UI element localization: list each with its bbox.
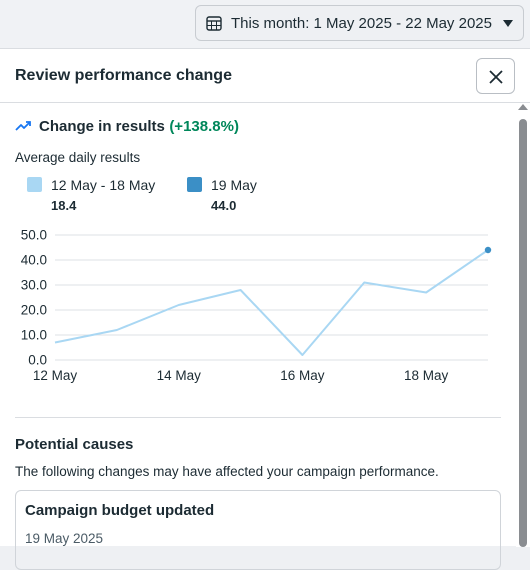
scrollbar-thumb[interactable] xyxy=(519,119,527,547)
panel-header: Review performance change xyxy=(0,49,530,103)
legend-label: 19 May xyxy=(211,177,257,193)
cause-date: 19 May 2025 xyxy=(25,531,104,546)
close-button[interactable] xyxy=(476,58,515,94)
change-title: Change in results xyxy=(39,117,165,135)
series-line xyxy=(54,249,489,356)
date-range-label: This month: 1 May 2025 - 22 May 2025 xyxy=(231,14,492,32)
date-range-button[interactable]: This month: 1 May 2025 - 22 May 2025 xyxy=(195,5,524,41)
panel-title: Review performance change xyxy=(15,67,232,84)
x-tick-label: 16 May xyxy=(280,368,325,383)
top-bar: This month: 1 May 2025 - 22 May 2025 xyxy=(0,0,530,48)
review-performance-panel: Review performance change Change in resu… xyxy=(0,48,530,570)
legend-label: 12 May - 18 May xyxy=(51,177,156,193)
x-tick-label: 14 May xyxy=(157,368,202,383)
y-tick-label: 0.0 xyxy=(28,353,47,368)
y-tick-label: 20.0 xyxy=(21,303,47,318)
legend-swatch xyxy=(187,177,202,192)
change-in-results: Change in results (+138.8%) xyxy=(15,117,239,135)
calendar-icon xyxy=(206,16,222,31)
trend-up-icon xyxy=(15,121,31,131)
legend-value: 44.0 xyxy=(211,198,237,213)
caret-down-icon xyxy=(503,19,513,27)
close-icon xyxy=(489,70,503,84)
highlighted-point xyxy=(484,246,492,254)
average-daily-label: Average daily results xyxy=(15,150,141,165)
y-tick-label: 10.0 xyxy=(21,328,47,343)
potential-causes-description: The following changes may have affected … xyxy=(15,464,439,479)
legend-swatch xyxy=(27,177,42,192)
scroll-up-arrow-icon[interactable] xyxy=(518,104,528,110)
change-percent: (+138.8%) xyxy=(169,117,239,135)
section-divider xyxy=(15,417,501,418)
cause-card[interactable]: Campaign budget updated 19 May 2025 xyxy=(15,490,501,570)
y-tick-label: 30.0 xyxy=(21,278,47,293)
x-tick-label: 18 May xyxy=(404,368,449,383)
y-tick-label: 40.0 xyxy=(21,253,47,268)
y-tick-label: 50.0 xyxy=(21,228,47,243)
cause-title: Campaign budget updated xyxy=(25,502,215,519)
potential-causes-title: Potential causes xyxy=(15,436,134,453)
daily-results-chart: 0.0 10.0 20.0 30.0 40.0 50.0 12 May 14 May 16 Ma… xyxy=(21,228,492,383)
legend-value: 18.4 xyxy=(51,198,77,213)
x-tick-label: 12 May xyxy=(33,368,78,383)
